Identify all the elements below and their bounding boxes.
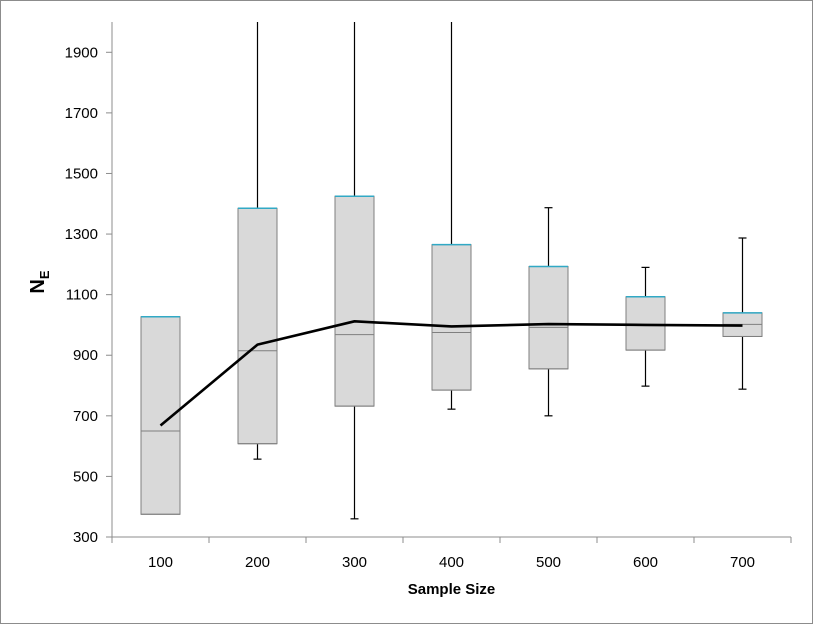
- boxes: [140, 22, 763, 520]
- box-600: [625, 266, 666, 387]
- box-body: [625, 296, 666, 351]
- y-tick-label: 1900: [65, 44, 98, 61]
- y-tick-label: 1300: [65, 226, 98, 243]
- y-tick-label: 1500: [65, 165, 98, 182]
- x-axis-title: Sample Size: [408, 581, 496, 598]
- y-tick-label: 1700: [65, 105, 98, 122]
- y-tick-label: 1100: [66, 287, 98, 304]
- labels: 300 500 700 900 1100 1300 1500 1700 1900 100 200 30…: [27, 44, 755, 598]
- box-body: [237, 207, 278, 445]
- mean-line: [159, 320, 743, 427]
- box-300: [334, 22, 375, 520]
- box-700: [722, 237, 763, 390]
- axes: [106, 22, 792, 543]
- y-tick-label: 300: [73, 529, 98, 546]
- box-body: [334, 195, 375, 407]
- x-tick-label: 100: [148, 554, 173, 571]
- x-tick-label: 700: [730, 554, 755, 571]
- x-tick-label: 500: [536, 554, 561, 571]
- x-tick-label: 200: [245, 554, 270, 571]
- x-tick-label: 400: [439, 554, 464, 571]
- box-body: [528, 265, 569, 370]
- x-tick-label: 600: [633, 554, 658, 571]
- x-tick-label: 300: [342, 554, 367, 571]
- box-body: [431, 244, 472, 391]
- mean-line-group: [159, 320, 743, 427]
- y-axis-title-subscript: E: [37, 270, 52, 279]
- y-tick-label: 700: [73, 408, 98, 425]
- box-200: [237, 22, 278, 460]
- box-500: [528, 207, 569, 417]
- box-400: [431, 22, 472, 410]
- y-tick-label: 500: [73, 468, 98, 485]
- y-axis-title: NE: [27, 270, 52, 293]
- y-tick-label: 900: [73, 347, 98, 364]
